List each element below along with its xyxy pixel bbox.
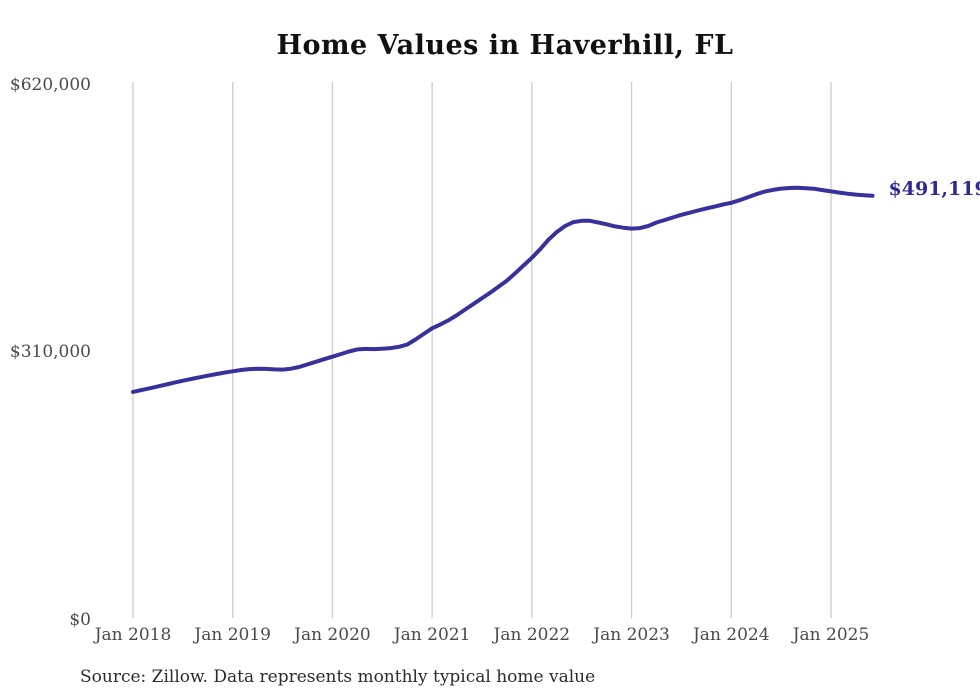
x-tick-label: Jan 2023 — [593, 625, 670, 645]
x-tick-label: Jan 2022 — [493, 625, 571, 645]
x-tick-label: Jan 2020 — [294, 625, 371, 645]
y-tick-label: $310,000 — [9, 341, 91, 362]
y-tick-label: $620,000 — [9, 75, 91, 95]
source-note: Source: Zillow. Data represents monthly … — [80, 667, 596, 687]
y-tick-label: $0 — [69, 610, 91, 630]
chart-title: Home Values in Haverhill, FL — [276, 30, 734, 61]
latest-value-label: $491,119 — [888, 177, 980, 200]
x-tick-label: Jan 2021 — [393, 625, 471, 645]
x-tick-label: Jan 2025 — [792, 625, 870, 645]
x-tick-label: Jan 2019 — [194, 625, 271, 645]
x-tick-label: Jan 2024 — [692, 625, 770, 645]
x-tick-label: Jan 2018 — [94, 625, 172, 645]
home-value-line — [131, 185, 875, 394]
